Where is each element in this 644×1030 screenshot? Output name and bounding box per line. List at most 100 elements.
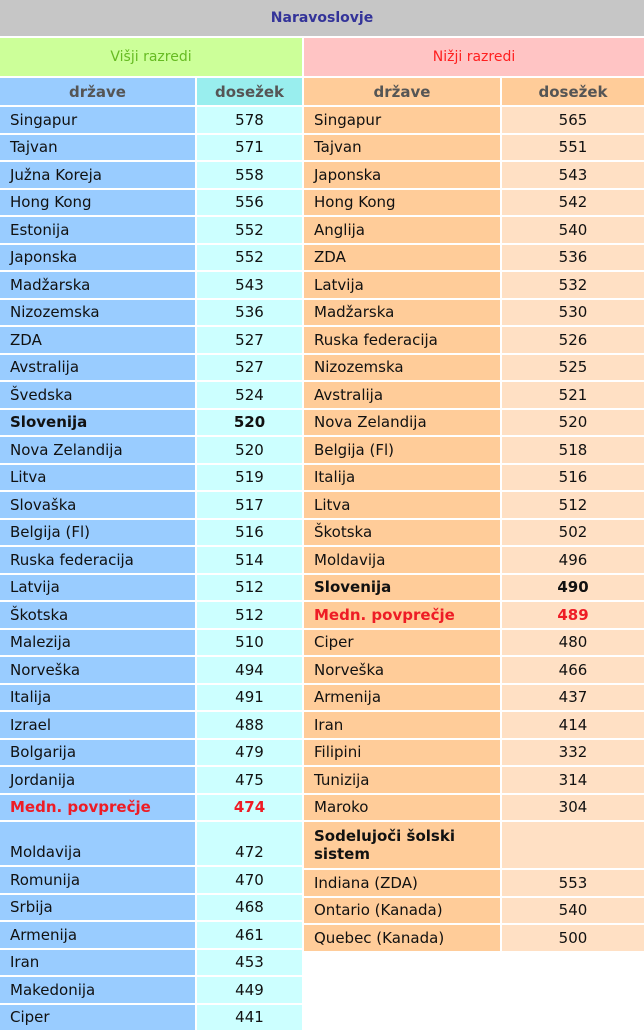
country-cell: Tajvan [0,135,197,161]
score-cell: 480 [502,630,644,656]
table-row: Ontario (Kanada)540 [304,896,644,924]
score-cell: 479 [197,740,302,766]
country-cell: Hong Kong [304,190,502,216]
country-cell: Litva [0,465,197,491]
page-title: Naravoslovje [0,0,644,36]
country-cell: Tajvan [304,135,502,161]
score-cell: 540 [502,898,644,924]
score-cell: 332 [502,740,644,766]
score-cell: 520 [197,437,302,463]
score-cell: 530 [502,300,644,326]
score-cell: 453 [197,950,302,976]
score-cell: 466 [502,657,644,683]
score-cell: 524 [197,382,302,408]
country-cell: Ciper [304,630,502,656]
score-cell: 536 [502,245,644,271]
score-cell: 516 [197,520,302,546]
country-cell: Ruska federacija [304,327,502,353]
country-cell: Norveška [304,657,502,683]
score-cell: 516 [502,465,644,491]
score-cell: 553 [502,870,644,896]
country-cell: Švedska [0,382,197,408]
score-cell: 552 [197,245,302,271]
score-cell: 489 [502,602,644,628]
score-cell: 461 [197,922,302,948]
country-cell: Estonija [0,217,197,243]
score-cell: 449 [197,977,302,1003]
country-cell: ZDA [0,327,197,353]
country-cell: Ontario (Kanada) [304,898,502,924]
country-cell: Armenija [0,922,197,948]
country-cell: Litva [304,492,502,518]
country-cell: Madžarska [304,300,502,326]
country-cell: Moldavija [304,547,502,573]
score-cell: 527 [197,355,302,381]
country-cell: Tunizija [304,767,502,793]
country-cell: Hong Kong [0,190,197,216]
country-cell: Norveška [0,657,197,683]
country-column-header: države [0,78,197,105]
country-cell: Makedonija [0,977,197,1003]
country-cell: Nizozemska [304,355,502,381]
country-cell: Nizozemska [0,300,197,326]
country-cell: Izrael [0,712,197,738]
score-cell: 441 [197,1005,302,1030]
country-cell: Škotska [304,520,502,546]
score-cell: 519 [197,465,302,491]
country-cell: Ruska federacija [0,547,197,573]
score-cell: 488 [197,712,302,738]
country-cell: Anglija [304,217,502,243]
country-cell: ZDA [304,245,502,271]
country-cell: Filipini [304,740,502,766]
country-cell: Ciper [0,1005,197,1030]
score-cell: 304 [502,795,644,821]
score-cell: 526 [502,327,644,353]
country-cell: Italija [304,465,502,491]
country-cell: Slovenija [304,575,502,601]
country-cell: Bolgarija [0,740,197,766]
country-cell: Belgija (Fl) [304,437,502,463]
score-cell [502,822,644,868]
score-cell: 500 [502,925,644,951]
country-cell: Nova Zelandija [304,410,502,436]
score-cell: 520 [197,410,302,436]
score-cell: 472 [197,822,302,865]
upper-grades-heading: Višji razredi [0,36,302,76]
country-cell: Madžarska [0,272,197,298]
country-cell: Srbija [0,895,197,921]
score-cell: 578 [197,107,302,133]
score-cell: 414 [502,712,644,738]
